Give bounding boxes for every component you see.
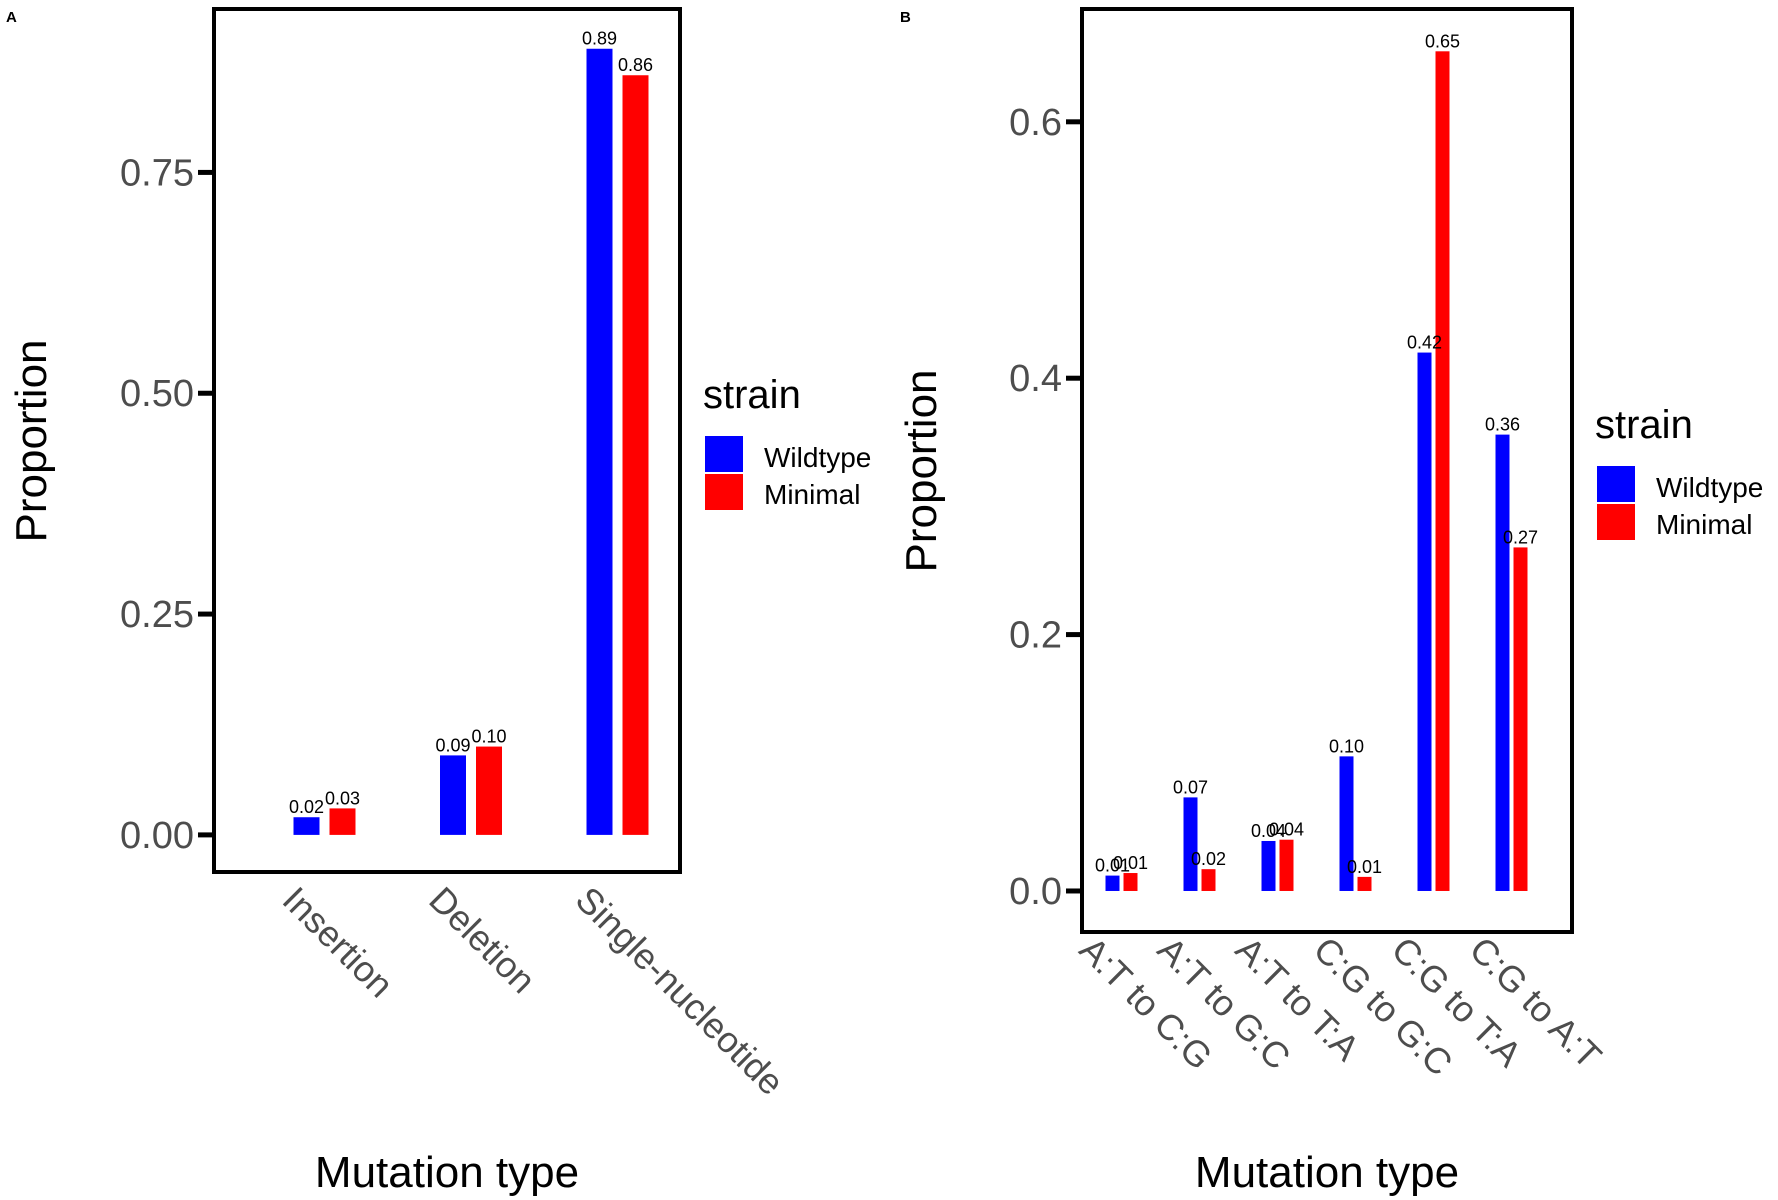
legend-b: strain Wildtype Minimal	[1595, 403, 1763, 540]
legend-swatch-wildtype-b	[1597, 466, 1635, 502]
plot-frame-b	[1080, 7, 1574, 934]
bar-minimal	[329, 808, 356, 835]
x-axis-b: A:T to C:GA:T to G:CA:T to T:AC:G to G:C…	[1072, 929, 1610, 1084]
legend-swatch-wildtype-a	[705, 436, 743, 472]
panel-b: B Proportion Mutation type 0.00.20.40.6 …	[897, 7, 1610, 1197]
bar-wildtype	[1417, 352, 1432, 891]
data-label: 0.10	[471, 727, 506, 747]
y-axis-b: 0.0 0.2 0.4 0.6	[1009, 102, 1082, 913]
data-label: 0.65	[1425, 31, 1460, 51]
bar-wildtype	[1495, 434, 1510, 891]
bar-wildtype	[293, 817, 320, 835]
bar-minimal	[1357, 876, 1372, 891]
y-axis-title-a: Proportion	[7, 339, 56, 542]
y-tick-label: 0.25	[120, 594, 194, 636]
data-label: 0.03	[325, 788, 360, 808]
bars-b	[1105, 51, 1528, 891]
panel-label-b: B	[900, 9, 911, 26]
y-tick-label: 0.6	[1009, 102, 1062, 144]
x-category-label: Single-nucleotide	[568, 879, 792, 1103]
y-tick-label: 0.4	[1009, 358, 1062, 400]
y-tick-label: 0.75	[120, 152, 194, 194]
legend-title-b: strain	[1595, 403, 1693, 447]
x-axis-a: Insertion Deletion Single-nucleotide	[275, 879, 792, 1103]
legend-label-minimal-b: Minimal	[1656, 509, 1752, 540]
data-labels-b: 0.010.010.070.020.040.040.100.010.420.65…	[1095, 31, 1538, 877]
legend-swatch-minimal-a	[705, 474, 743, 510]
bar-wildtype	[1339, 756, 1354, 891]
bar-minimal	[1513, 547, 1528, 891]
panel-label-a: A	[6, 9, 17, 26]
legend-a: strain Wildtype Minimal	[703, 373, 871, 510]
data-label: 0.04	[1251, 821, 1286, 841]
y-tick-label: 0.50	[120, 373, 194, 415]
bars-a	[293, 48, 649, 835]
panel-a: A Proportion Mutation type 0.000.250.500…	[6, 7, 792, 1197]
data-label: 0.89	[582, 29, 617, 49]
data-labels-a: 0.02 0.03 0.09 0.10 0.890.86	[289, 29, 653, 817]
data-label: 0.02	[1191, 849, 1226, 869]
data-label: 0.27	[1503, 527, 1538, 547]
legend-label-minimal-a: Minimal	[764, 479, 860, 510]
x-axis-title-a: Mutation type	[315, 1148, 579, 1197]
data-label: 0.01	[1095, 856, 1130, 876]
data-label: 0.10	[1329, 736, 1364, 756]
y-tick-label: 0.2	[1009, 615, 1062, 657]
data-label: 0.01	[1347, 857, 1382, 877]
bar-minimal	[622, 75, 649, 835]
bar-minimal	[1123, 873, 1138, 891]
data-label: 0.36	[1485, 415, 1520, 435]
bar-wildtype	[586, 48, 613, 835]
bar-minimal	[1435, 51, 1450, 891]
bar-wildtype	[440, 755, 466, 835]
y-axis-title-b: Proportion	[897, 369, 946, 572]
bar-wildtype	[1183, 797, 1198, 891]
data-label: 0.86	[618, 55, 653, 75]
bar-minimal	[1201, 869, 1216, 891]
data-label: 0.04	[1269, 820, 1304, 840]
y-tick-label: 0.0	[1009, 871, 1062, 913]
bar-minimal	[476, 746, 502, 835]
y-tick-label: 0.00	[120, 815, 194, 857]
data-label: 0.07	[1173, 777, 1208, 797]
legend-title-a: strain	[703, 373, 801, 417]
data-label: 0.09	[435, 735, 470, 755]
x-category-label: Deletion	[421, 879, 543, 1001]
legend-label-wildtype-b: Wildtype	[1656, 472, 1763, 503]
bar-minimal	[1279, 839, 1294, 891]
legend-swatch-minimal-b	[1597, 504, 1635, 540]
bar-wildtype	[1261, 840, 1276, 891]
x-axis-title-b: Mutation type	[1195, 1148, 1459, 1197]
data-label: 0.42	[1407, 333, 1442, 353]
legend-label-wildtype-a: Wildtype	[764, 442, 871, 473]
x-category-label: Insertion	[275, 879, 402, 1006]
data-label: 0.01	[1113, 853, 1148, 873]
data-label: 0.02	[289, 797, 324, 817]
y-axis-a: 0.00 0.25 0.50 0.75	[120, 152, 214, 857]
bar-wildtype	[1105, 875, 1120, 891]
